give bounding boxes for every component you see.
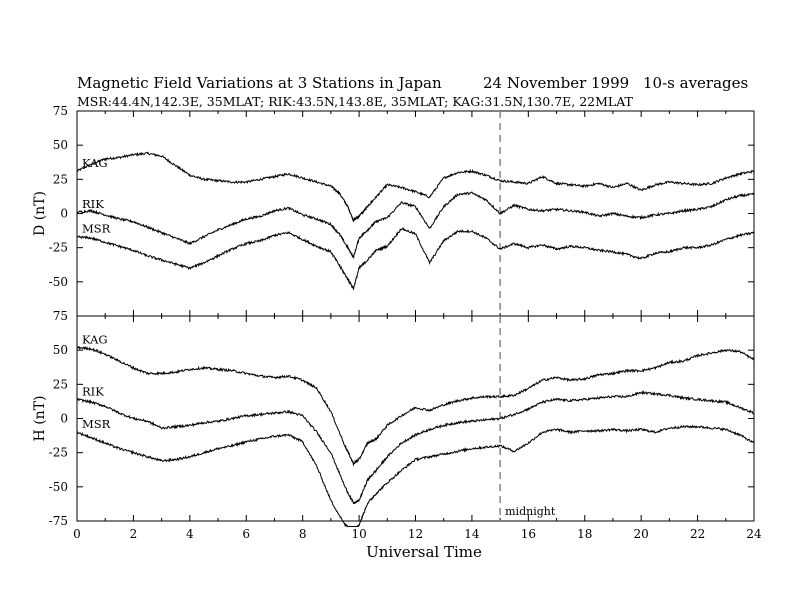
x-tick-label: 24 bbox=[746, 527, 762, 541]
chart-title: Magnetic Field Variations at 3 Stations … bbox=[77, 74, 442, 92]
series-line-rik bbox=[76, 390, 755, 505]
series-label-kag: KAG bbox=[82, 156, 108, 170]
chart-panels: 75 50 25 0 -25 -50 D (nT) KAG RIK MSR 75 50 25 0 -25 -5… bbox=[32, 104, 762, 541]
y-tick-label: -75 bbox=[49, 514, 68, 528]
y-tick-label: 0 bbox=[60, 207, 68, 221]
series-line-msr bbox=[76, 424, 755, 528]
x-tick-label: 0 bbox=[73, 527, 81, 541]
chart-date: 24 November 1999 bbox=[483, 74, 629, 92]
x-tick-label: 18 bbox=[577, 527, 592, 541]
x-tick-label: 16 bbox=[521, 527, 536, 541]
x-tick-label: 6 bbox=[242, 527, 250, 541]
y-axis-label: D (nT) bbox=[32, 191, 48, 236]
x-tick-label: 8 bbox=[299, 527, 307, 541]
series-line-kag bbox=[76, 151, 755, 223]
y-axis-label: H (nT) bbox=[32, 396, 48, 442]
x-tick-label: 12 bbox=[408, 527, 423, 541]
x-axis-label: Universal Time bbox=[366, 543, 482, 561]
y-tick-label: 25 bbox=[53, 172, 68, 186]
y-tick-label: 50 bbox=[53, 138, 68, 152]
y-tick-label: -50 bbox=[49, 480, 68, 494]
series-label-kag: KAG bbox=[82, 332, 108, 346]
x-tick-label: 2 bbox=[130, 527, 138, 541]
series-label-msr: MSR bbox=[82, 417, 111, 431]
x-tick-label: 22 bbox=[690, 527, 705, 541]
x-tick-label: 14 bbox=[464, 527, 480, 541]
panel-frame-bottom bbox=[76, 315, 755, 522]
series-label-msr: MSR bbox=[82, 222, 111, 236]
series-line-msr bbox=[76, 227, 755, 291]
series-line-rik bbox=[76, 191, 754, 260]
y-tick-label: 50 bbox=[53, 343, 68, 357]
x-tick-label: 20 bbox=[634, 527, 649, 541]
series-line-kag bbox=[76, 345, 755, 467]
y-tick-label: 75 bbox=[53, 309, 68, 323]
series-label-rik: RIK bbox=[82, 197, 104, 211]
x-tick-label: 10 bbox=[351, 527, 366, 541]
y-tick-label: 0 bbox=[60, 412, 68, 426]
y-tick-label: 75 bbox=[53, 104, 68, 118]
y-tick-label: -25 bbox=[49, 446, 68, 460]
y-tick-label: 25 bbox=[53, 377, 68, 391]
panel-frame-top bbox=[76, 110, 755, 317]
y-tick-label: -50 bbox=[49, 275, 68, 289]
midnight-label: midnight bbox=[505, 505, 556, 518]
stations-line: MSR:44.4N,142.3E, 35MLAT; RIK:43.5N,143.… bbox=[77, 94, 634, 109]
chart-averaging: 10-s averages bbox=[643, 74, 748, 92]
y-tick-label: -25 bbox=[49, 241, 68, 255]
series-label-rik: RIK bbox=[82, 384, 104, 398]
x-tick-label: 4 bbox=[186, 527, 194, 541]
